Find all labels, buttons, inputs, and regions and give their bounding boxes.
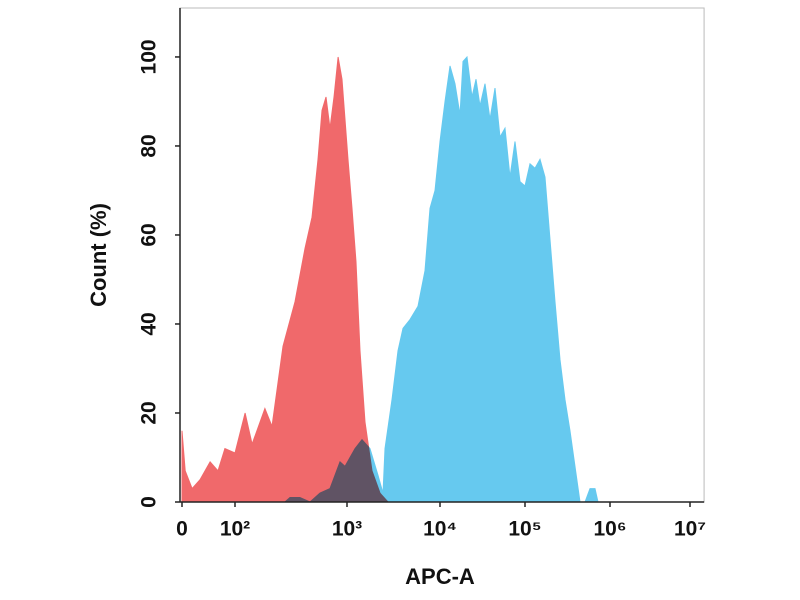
x-tick-label: 10⁵: [508, 518, 541, 541]
x-axis-title: APC-A: [405, 564, 475, 589]
histogram-area: [181, 56, 390, 503]
x-tick-label: 10⁶: [593, 518, 626, 541]
y-tick-label: 40: [138, 312, 161, 335]
y-axis-title: Count (%): [86, 203, 111, 307]
y-tick-label: 0: [138, 496, 161, 508]
y-tick-label: 100: [138, 39, 161, 74]
series-group: [181, 55, 599, 503]
x-tick-label: 0: [176, 518, 188, 541]
y-tick-label: 80: [138, 134, 161, 157]
x-tick-label: 10³: [332, 518, 362, 541]
y-tick-label: 20: [138, 401, 161, 424]
x-tick-label: 10⁷: [674, 518, 706, 541]
y-tick-label: 60: [138, 223, 161, 246]
x-tick-label: 10²: [220, 518, 250, 541]
x-tick-label: 10⁴: [423, 518, 457, 541]
